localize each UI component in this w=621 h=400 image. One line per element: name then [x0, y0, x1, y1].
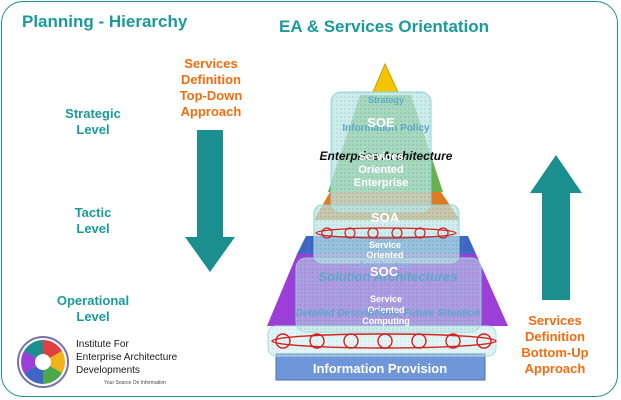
title-planning-hierarchy: Planning - Hierarchy — [22, 12, 188, 31]
soc-full-line-1: Service — [370, 294, 402, 304]
base-glow-box — [267, 325, 497, 357]
institute-name: Institute For Enterprise Architecture De… — [76, 339, 178, 376]
information-provision-bar — [275, 353, 486, 381]
up-arrow — [530, 155, 582, 300]
information-provision-label: Information Provision — [313, 361, 447, 376]
soa-process-loops — [315, 227, 457, 239]
information-policy-label: Information Policy — [342, 123, 430, 134]
soc-full-line-2: Oriented — [367, 305, 404, 315]
soa-full-line-1: Service — [369, 240, 401, 250]
soe-full-line-3: Enterprise — [354, 177, 408, 189]
soa-full-line-2: Oriented — [366, 250, 403, 260]
down-arrow — [185, 130, 235, 272]
soe-full-line-2: Oriented — [358, 164, 403, 176]
solution-architectures-label: Solution Architectures — [319, 269, 458, 284]
enterprise-architecture-label: Enterprise Architecture — [320, 149, 453, 163]
strategy-label: Strategy — [368, 95, 404, 105]
strategic-level-label: Strategic Level — [65, 106, 121, 137]
institute-tagline: Your Source On Information — [104, 380, 166, 386]
institute-logo-icon — [17, 336, 69, 388]
bottom-up-approach-label: Services Definition Bottom-Up Approach — [521, 313, 589, 376]
soc-full-line-3: Computing — [362, 316, 410, 326]
pyramid-cap — [372, 62, 399, 93]
soe-label: SOE — [367, 115, 395, 130]
operational-level-label: Operational Level — [56, 293, 130, 324]
title-ea-services-orientation: EA & Services Orientation — [279, 17, 490, 36]
soc-process-loops — [271, 333, 497, 349]
soa-label: SOA — [371, 210, 400, 225]
soa-full-line-3: Architecture — [358, 260, 411, 270]
soc-label: SOC — [370, 264, 399, 279]
detailed-descriptions-label: Detailed Descriptions, Future Situation — [296, 308, 480, 319]
soe-full-line-1: Services — [358, 151, 403, 163]
top-down-approach-label: Services Definition Top-Down Approach — [179, 56, 243, 119]
tactic-level-label: Tactic Level — [74, 205, 112, 236]
